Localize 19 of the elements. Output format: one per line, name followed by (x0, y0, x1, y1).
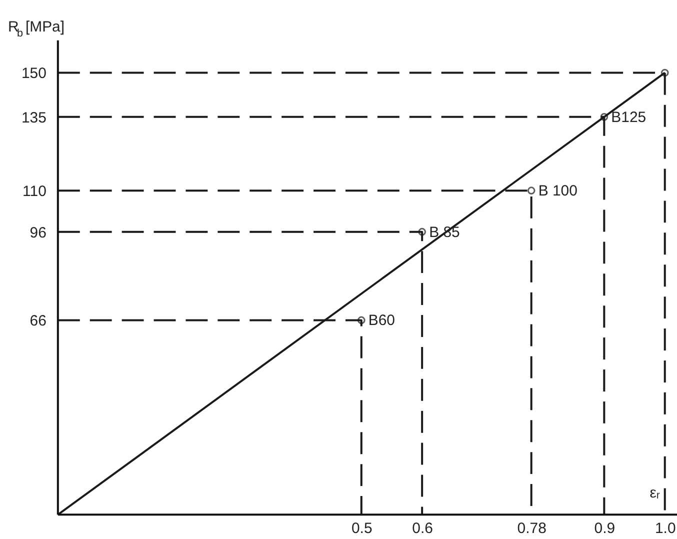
y-tick-label: 150 (21, 65, 46, 82)
annotation: B60 (368, 312, 396, 330)
x-tick-label: 0.9 (594, 520, 616, 538)
y-tick-label: 135 (21, 109, 46, 126)
annotation: B125 (611, 108, 646, 126)
y-tick-label: 110 (22, 183, 46, 200)
point (527, 186, 536, 194)
point (357, 316, 366, 324)
x-tick-label: 1.0 (654, 520, 676, 538)
annotation: B 85 (429, 224, 460, 241)
y-tick-label: 66 (30, 312, 46, 330)
point (418, 228, 426, 236)
point (600, 113, 608, 121)
x-axis-title: εᵣ (650, 484, 660, 502)
annotation: B 100 (538, 182, 578, 200)
x-tick-label: 0.78 (517, 520, 546, 538)
x-tick-label: 0.5 (351, 520, 372, 538)
x-tick-label: 0.6 (412, 520, 433, 538)
y-tick-label: 96 (30, 224, 46, 242)
